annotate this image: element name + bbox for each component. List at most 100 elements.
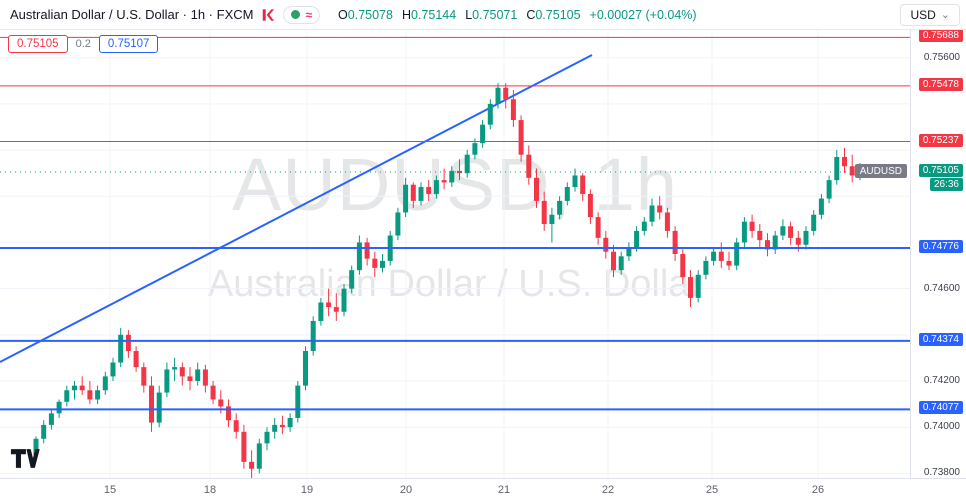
sell-price-button[interactable]: 0.75105 <box>8 35 68 53</box>
time-axis-label: 21 <box>497 484 511 496</box>
delayed-data-icon: ≈ <box>305 7 313 22</box>
price-level-badge[interactable]: 0.75688 <box>918 29 963 43</box>
high-label: H <box>401 7 411 22</box>
candle-body <box>395 212 401 236</box>
candle-body <box>572 175 578 188</box>
candle-body <box>125 334 131 351</box>
candle-body <box>287 417 293 428</box>
currency-dropdown[interactable]: USD ⌄ <box>900 3 960 26</box>
candle-body <box>233 420 239 432</box>
candle-body <box>842 157 847 167</box>
last-price-symbol-badge: AUDUSD <box>854 164 907 179</box>
status-pill[interactable]: ≈ <box>283 5 321 24</box>
time-scale[interactable]: 15 18 19 20 21 22 25 26 <box>0 478 966 503</box>
candle-body <box>179 367 185 377</box>
price-level-badge[interactable]: 0.74374 <box>918 332 963 346</box>
candle-body <box>72 385 77 391</box>
candle-body <box>772 235 778 250</box>
price-level-badge[interactable]: 0.74776 <box>918 239 963 253</box>
candle-body <box>310 320 316 351</box>
candle-body <box>518 120 524 155</box>
candle-body <box>318 302 324 321</box>
price-level-badge[interactable]: 0.74077 <box>918 401 963 415</box>
candle-body <box>557 200 563 215</box>
trade-panel: 0.75105 0.2 0.75107 <box>8 35 159 53</box>
candle-body <box>849 166 855 176</box>
close-label: C <box>526 7 536 22</box>
candle-body <box>218 399 224 407</box>
candle-body <box>426 187 432 194</box>
candle-body <box>649 205 655 222</box>
bar-countdown-badge: 26:36 <box>929 178 963 192</box>
time-axis-label: 15 <box>103 484 117 496</box>
currency-label: USD <box>910 7 936 22</box>
candle-body <box>172 367 178 370</box>
open-label: O <box>338 7 348 22</box>
trendline[interactable] <box>0 54 593 363</box>
candle-body <box>118 334 124 363</box>
spread-value: 0.2 <box>75 38 91 50</box>
candlestick-chart[interactable] <box>0 0 910 478</box>
candle-body <box>672 230 678 254</box>
candle-body <box>510 99 516 121</box>
open-value: 0.75078 <box>347 7 393 22</box>
candle-body <box>749 221 755 231</box>
buy-price-button[interactable]: 0.75107 <box>98 35 159 53</box>
candle-body <box>549 214 555 224</box>
candle-body <box>803 230 809 245</box>
candle-body <box>349 270 355 289</box>
candle-body <box>611 251 616 271</box>
candle-body <box>341 288 347 312</box>
low-value: 0.75071 <box>472 7 518 22</box>
candle-body <box>657 205 663 213</box>
candle-body <box>680 254 686 278</box>
candle-body <box>295 385 301 418</box>
candle-body <box>41 424 47 439</box>
candle-body <box>734 242 740 266</box>
candle-body <box>757 230 763 241</box>
candle-body <box>664 212 670 231</box>
candle-body <box>195 369 201 382</box>
candle-body <box>372 258 378 268</box>
candle-body <box>603 237 609 252</box>
candle-body <box>202 369 208 386</box>
price-level-badge[interactable]: 0.75237 <box>918 133 963 147</box>
candle-body <box>333 307 339 312</box>
price-axis-label: 0.74200 <box>923 375 960 386</box>
candle-body <box>457 170 462 174</box>
candle-body <box>580 175 586 194</box>
price-axis-label: 0.74000 <box>923 421 960 433</box>
candle-body <box>480 124 486 144</box>
candle-body <box>564 187 570 201</box>
candle-body <box>618 256 624 271</box>
candle-body <box>741 221 747 243</box>
time-axis-label: 22 <box>601 484 615 496</box>
fxcm-logo-icon <box>261 8 275 22</box>
candle-body <box>834 157 840 181</box>
candle-body <box>164 369 170 393</box>
last-price-badge[interactable]: 0.75105 <box>918 164 963 178</box>
candle-body <box>765 240 770 250</box>
candle-body <box>641 221 647 231</box>
candle-body <box>56 401 62 414</box>
price-scale[interactable]: 0.75600 0.74600 0.74200 0.74000 0.73800 0.756… <box>910 29 966 478</box>
candle-body <box>811 214 817 231</box>
candle-body <box>187 376 193 382</box>
toolbar: Australian Dollar / U.S. Dollar · 1h · F… <box>0 0 966 30</box>
price-level-badge[interactable]: 0.75478 <box>918 77 963 91</box>
symbol-title[interactable]: Australian Dollar / U.S. Dollar · 1h · F… <box>10 7 254 22</box>
candle-body <box>133 350 139 368</box>
candle-body <box>249 461 255 469</box>
time-axis-label: 25 <box>705 484 719 496</box>
close-value: 0.75105 <box>535 7 581 22</box>
candle-body <box>64 390 70 402</box>
candle-body <box>441 180 447 183</box>
time-axis-label: 18 <box>203 484 217 496</box>
candle-body <box>410 184 416 201</box>
high-value: 0.75144 <box>411 7 457 22</box>
candle-body <box>264 431 270 444</box>
candle-body <box>595 217 601 238</box>
chevron-down-icon: ⌄ <box>940 8 950 21</box>
tradingview-logo[interactable] <box>10 448 40 474</box>
